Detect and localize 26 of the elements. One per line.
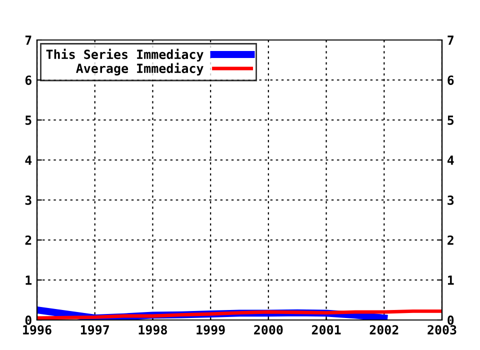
y-tick-label: 0: [25, 315, 32, 325]
x-tick-label: 1996: [23, 325, 52, 335]
y-tick-label: 4: [25, 156, 32, 165]
x-tick-label: 2000: [254, 325, 283, 335]
legend-label: Average Immediacy: [76, 62, 204, 76]
y-tick-label: 7: [25, 36, 32, 45]
y2-tick-label: 3: [448, 195, 454, 205]
y-tick-label: 2: [25, 235, 32, 245]
y2-tick-label: 6: [448, 75, 454, 85]
x-tick-label: 1998: [138, 325, 167, 335]
y2-tick-label: 1: [448, 276, 454, 285]
y-tick-label: 3: [25, 195, 32, 205]
y2-tick-label: 7: [448, 36, 454, 45]
y2-tick-label: 0: [448, 315, 454, 325]
x-tick-label: 2003: [428, 325, 456, 335]
y-tick-label: 6: [25, 75, 32, 85]
x-tick-label: 1999: [196, 325, 225, 335]
y2-tick-label: 2: [448, 235, 454, 245]
legend-label: This Series Immediacy: [46, 48, 204, 62]
y-tick-label: 5: [25, 116, 32, 125]
x-tick-label: 2002: [370, 325, 398, 335]
y-tick-label: 1: [26, 276, 32, 285]
y2-tick-label: 5: [448, 116, 454, 125]
x-tick-label: 1997: [80, 325, 109, 335]
y2-tick-label: 4: [447, 156, 454, 165]
x-tick-label: 2001: [312, 325, 341, 335]
